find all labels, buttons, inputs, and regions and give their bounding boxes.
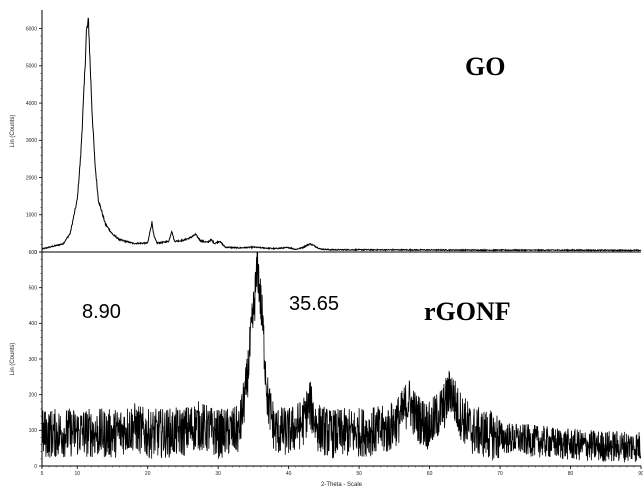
go-xrd-panel: 0 1000 2000 3000 4000 5000 6000 Lin (Counts) G… — [10, 10, 642, 256]
rgonf-y-tick-label: 600 — [29, 250, 38, 256]
x-tick-label: 30 — [215, 471, 221, 477]
x-tick-label: 90 — [638, 471, 643, 477]
go-y-tick-label: 5000 — [26, 64, 37, 70]
rgonf-y-tick-label: 500 — [29, 285, 38, 291]
go-y-tick-label: 4000 — [26, 101, 37, 107]
go-y-tick-label: 1000 — [26, 213, 37, 219]
rgonf-y-tick-label: 0 — [34, 464, 37, 470]
x-tick-label: 5 — [41, 471, 44, 477]
peak-label-8-90: 8.90 — [82, 301, 121, 323]
go-y-tick-label: 3000 — [26, 138, 37, 144]
x-tick-label: 70 — [497, 471, 503, 477]
go-y-tick-label: 6000 — [26, 26, 37, 32]
rgonf-y-tick-label: 100 — [29, 428, 38, 434]
go-y-ticks: 0 1000 2000 3000 4000 5000 6000 — [26, 26, 42, 256]
go-y-tick-label: 2000 — [26, 175, 37, 181]
x-axis-label: 2-Theta - Scale — [321, 482, 363, 488]
rgonf-y-axis-label: Lin (Counts) — [10, 343, 16, 376]
x-tick-label: 60 — [427, 471, 433, 477]
rgonf-y-ticks: 0 100 200 300 400 500 600 — [29, 250, 42, 470]
rgonf-y-tick-label: 200 — [29, 392, 38, 398]
rgonf-y-tick-label: 400 — [29, 321, 38, 327]
x-tick-label: 20 — [145, 471, 151, 477]
go-y-tick-label: 0 — [34, 250, 37, 256]
x-tick-label: 80 — [568, 471, 574, 477]
x-tick-label: 10 — [74, 471, 80, 477]
go-pattern-line — [41, 17, 642, 252]
rgonf-y-tick-label: 300 — [29, 357, 38, 363]
go-y-axis-label: Lin (Counts) — [10, 115, 16, 148]
rgonf-pattern-line — [41, 251, 642, 463]
rgonf-x-ticks: 5 10 20 30 40 50 60 70 80 90 — [41, 466, 643, 477]
peak-label-35-65: 35.65 — [289, 293, 339, 315]
go-sample-label: GO — [465, 52, 505, 81]
rgonf-sample-label: rGONF — [424, 297, 511, 326]
x-tick-label: 50 — [356, 471, 362, 477]
x-tick-label: 40 — [286, 471, 292, 477]
